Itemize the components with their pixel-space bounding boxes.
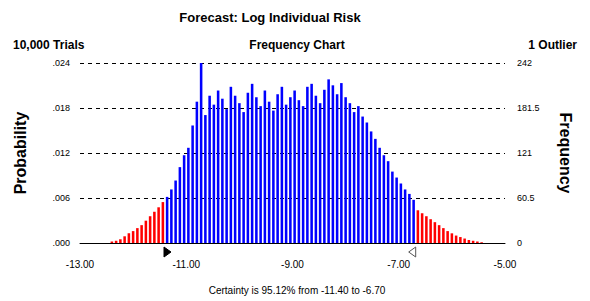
svg-text:Frequency: Frequency: [557, 113, 574, 194]
svg-text:.012: .012: [52, 148, 70, 158]
svg-text:10,000 Trials: 10,000 Trials: [13, 38, 85, 52]
svg-text:121: 121: [517, 148, 532, 158]
svg-text:60.5: 60.5: [517, 193, 535, 203]
svg-text:Probability: Probability: [12, 112, 29, 195]
svg-text:242: 242: [517, 58, 532, 68]
svg-text:-9.00: -9.00: [281, 259, 304, 270]
svg-text:Certainty is 95.12% from -11.4: Certainty is 95.12% from -11.40 to -6.70: [209, 285, 386, 296]
svg-text:0: 0: [517, 238, 522, 248]
svg-text:.006: .006: [52, 193, 70, 203]
svg-text:181.5: 181.5: [517, 103, 540, 113]
svg-text:Frequency Chart: Frequency Chart: [249, 38, 344, 52]
svg-text:.000: .000: [52, 238, 70, 248]
svg-text:-13.00: -13.00: [66, 259, 95, 270]
svg-text:.024: .024: [52, 58, 70, 68]
svg-text:Forecast: Log Individual Risk: Forecast: Log Individual Risk: [179, 10, 361, 25]
svg-text:-11.00: -11.00: [172, 259, 200, 270]
svg-text:-7.00: -7.00: [387, 259, 410, 270]
svg-text:1 Outlier: 1 Outlier: [528, 38, 577, 52]
svg-text:-5.00: -5.00: [494, 259, 517, 270]
svg-text:.018: .018: [52, 103, 70, 113]
